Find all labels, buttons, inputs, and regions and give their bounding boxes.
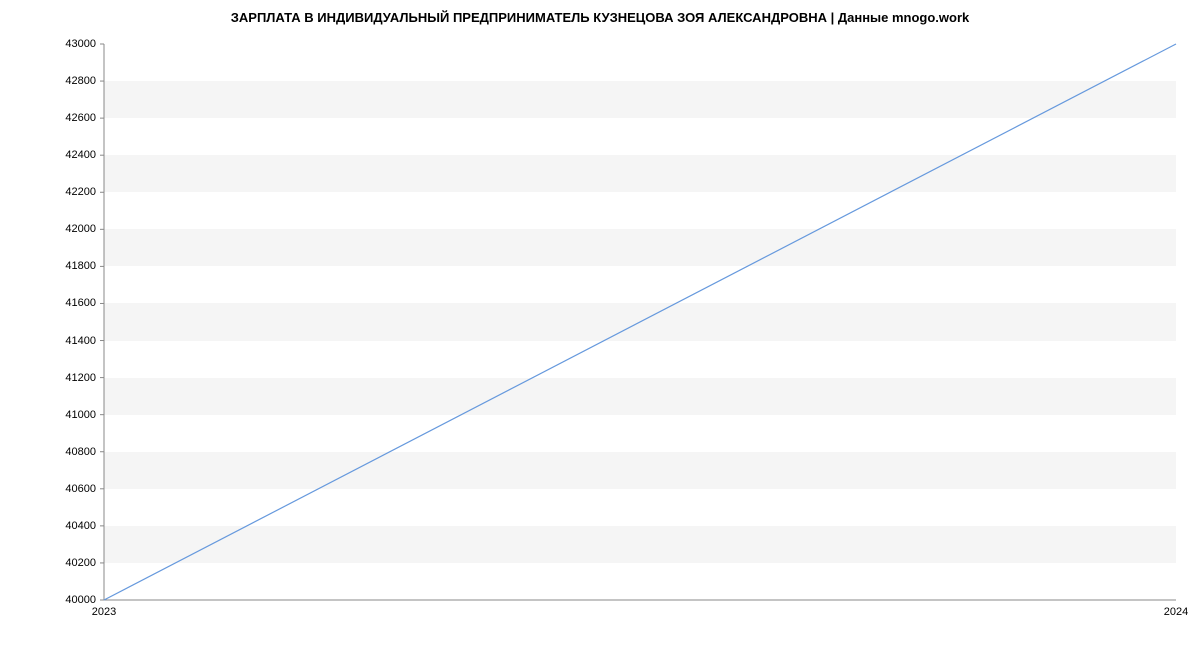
y-tick-label: 42800 [65, 75, 104, 87]
chart-svg [104, 44, 1176, 600]
y-tick-label: 40200 [65, 557, 104, 569]
y-tick-label: 43000 [65, 38, 104, 50]
y-tick-label: 40400 [65, 520, 104, 532]
chart-title: ЗАРПЛАТА В ИНДИВИДУАЛЬНЫЙ ПРЕДПРИНИМАТЕЛ… [0, 10, 1200, 25]
y-tick-label: 41600 [65, 297, 104, 309]
y-tick-label: 41400 [65, 335, 104, 347]
x-tick-label: 2023 [92, 600, 116, 618]
plot-area: 4000040200404004060040800410004120041400… [104, 44, 1176, 600]
series-line-salary [104, 44, 1176, 600]
y-tick-label: 41800 [65, 260, 104, 272]
y-tick-label: 42000 [65, 223, 104, 235]
y-tick-label: 41200 [65, 372, 104, 384]
y-tick-label: 40800 [65, 446, 104, 458]
x-tick-label: 2024 [1164, 600, 1188, 618]
y-tick-label: 42400 [65, 149, 104, 161]
line-chart: ЗАРПЛАТА В ИНДИВИДУАЛЬНЫЙ ПРЕДПРИНИМАТЕЛ… [0, 0, 1200, 650]
y-tick-label: 41000 [65, 409, 104, 421]
y-tick-label: 42200 [65, 186, 104, 198]
y-tick-label: 40600 [65, 483, 104, 495]
y-tick-label: 42600 [65, 112, 104, 124]
